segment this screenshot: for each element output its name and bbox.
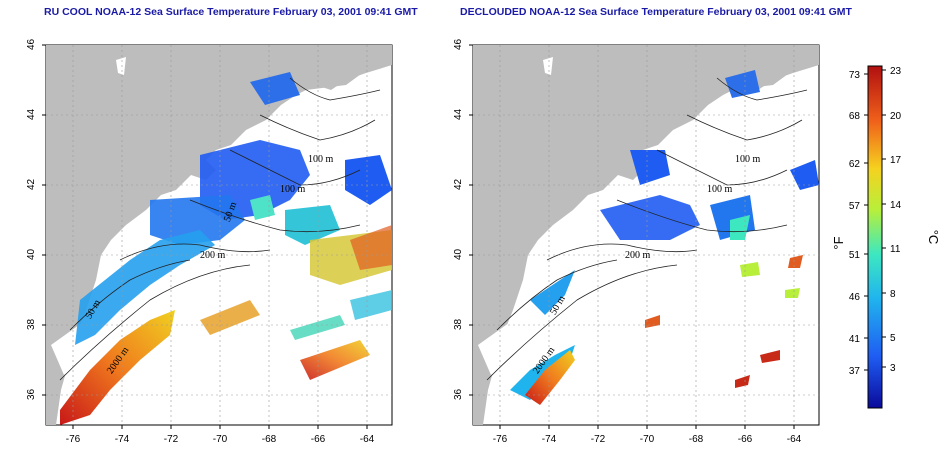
fahrenheit-tick: 51 (849, 250, 861, 261)
fahrenheit-unit-label: °F (831, 236, 846, 249)
contour-label: 100 m (308, 154, 334, 165)
contour-label: 200 m (625, 250, 651, 261)
lon-tick-label: -68 (262, 434, 277, 445)
celsius-unit-label: °C (926, 230, 941, 245)
celsius-tick: 3 (890, 363, 896, 374)
fahrenheit-tick: 41 (849, 334, 861, 345)
lon-tick-label: -76 (493, 434, 508, 445)
right-sst-field (510, 70, 819, 405)
lat-tick-label: 38 (453, 318, 464, 330)
left-map-title: RU COOL NOAA-12 Sea Surface Temperature … (44, 6, 418, 18)
lon-tick-label: -74 (115, 434, 130, 445)
lat-tick-label: 38 (26, 318, 37, 330)
left-axes: 46 44 42 40 38 36 -76 -74 -72 -70 -68 -6… (26, 38, 375, 445)
left-sst-field (60, 72, 392, 425)
celsius-tick: 5 (890, 333, 896, 344)
right-sst-map: 100 m 100 m 200 m 50 m 2000 m 46 44 42 4… (453, 38, 820, 445)
fahrenheit-tick: 73 (849, 70, 861, 81)
lat-tick-label: 42 (26, 178, 37, 190)
lat-tick-label: 46 (453, 38, 464, 50)
celsius-tick: 8 (890, 289, 896, 300)
left-sst-map: 100 m 100 m 50 m 200 m 50 m 2000 m 46 44… (26, 38, 393, 445)
lon-tick-label: -68 (689, 434, 704, 445)
left-bathymetry-contours (59, 77, 381, 381)
contour-label: 200 m (200, 250, 226, 261)
lon-tick-label: -66 (738, 434, 753, 445)
temperature-colorbar: 73 68 62 57 51 46 41 37 23 20 17 14 11 8… (831, 65, 941, 409)
right-axes: 46 44 42 40 38 36 -76 -74 -72 -70 -68 -6… (453, 38, 802, 445)
lon-tick-label: -66 (311, 434, 326, 445)
lon-tick-label: -64 (360, 434, 375, 445)
lat-tick-label: 40 (453, 248, 464, 260)
fahrenheit-tick: 37 (849, 366, 861, 377)
colorbar-gradient (867, 65, 883, 409)
lat-tick-label: 40 (26, 248, 37, 260)
lon-tick-label: -70 (213, 434, 228, 445)
lat-tick-label: 36 (453, 388, 464, 400)
fahrenheit-tick: 57 (849, 201, 861, 212)
right-bathymetry-contours (486, 77, 808, 381)
lon-tick-label: -70 (640, 434, 655, 445)
lon-tick-label: -72 (591, 434, 606, 445)
celsius-tick: 11 (890, 244, 901, 255)
celsius-tick: 17 (890, 155, 902, 166)
fahrenheit-tick: 62 (849, 159, 861, 170)
lon-tick-label: -64 (787, 434, 802, 445)
right-map-title: DECLOUDED NOAA-12 Sea Surface Temperatur… (460, 6, 852, 18)
celsius-tick: 14 (890, 200, 902, 211)
contour-label: 100 m (735, 154, 761, 165)
lon-tick-label: -74 (542, 434, 557, 445)
lat-tick-label: 36 (26, 388, 37, 400)
fahrenheit-tick: 68 (849, 111, 861, 122)
lon-tick-label: -72 (164, 434, 179, 445)
fahrenheit-tick: 46 (849, 292, 861, 303)
celsius-tick: 20 (890, 111, 902, 122)
right-grid (473, 45, 819, 425)
celsius-tick: 23 (890, 66, 902, 77)
left-grid (46, 45, 392, 425)
contour-label: 100 m (280, 184, 306, 195)
lat-tick-label: 44 (453, 108, 464, 120)
contour-label: 100 m (707, 184, 733, 195)
lat-tick-label: 44 (26, 108, 37, 120)
lat-tick-label: 46 (26, 38, 37, 50)
lon-tick-label: -76 (66, 434, 81, 445)
lat-tick-label: 42 (453, 178, 464, 190)
